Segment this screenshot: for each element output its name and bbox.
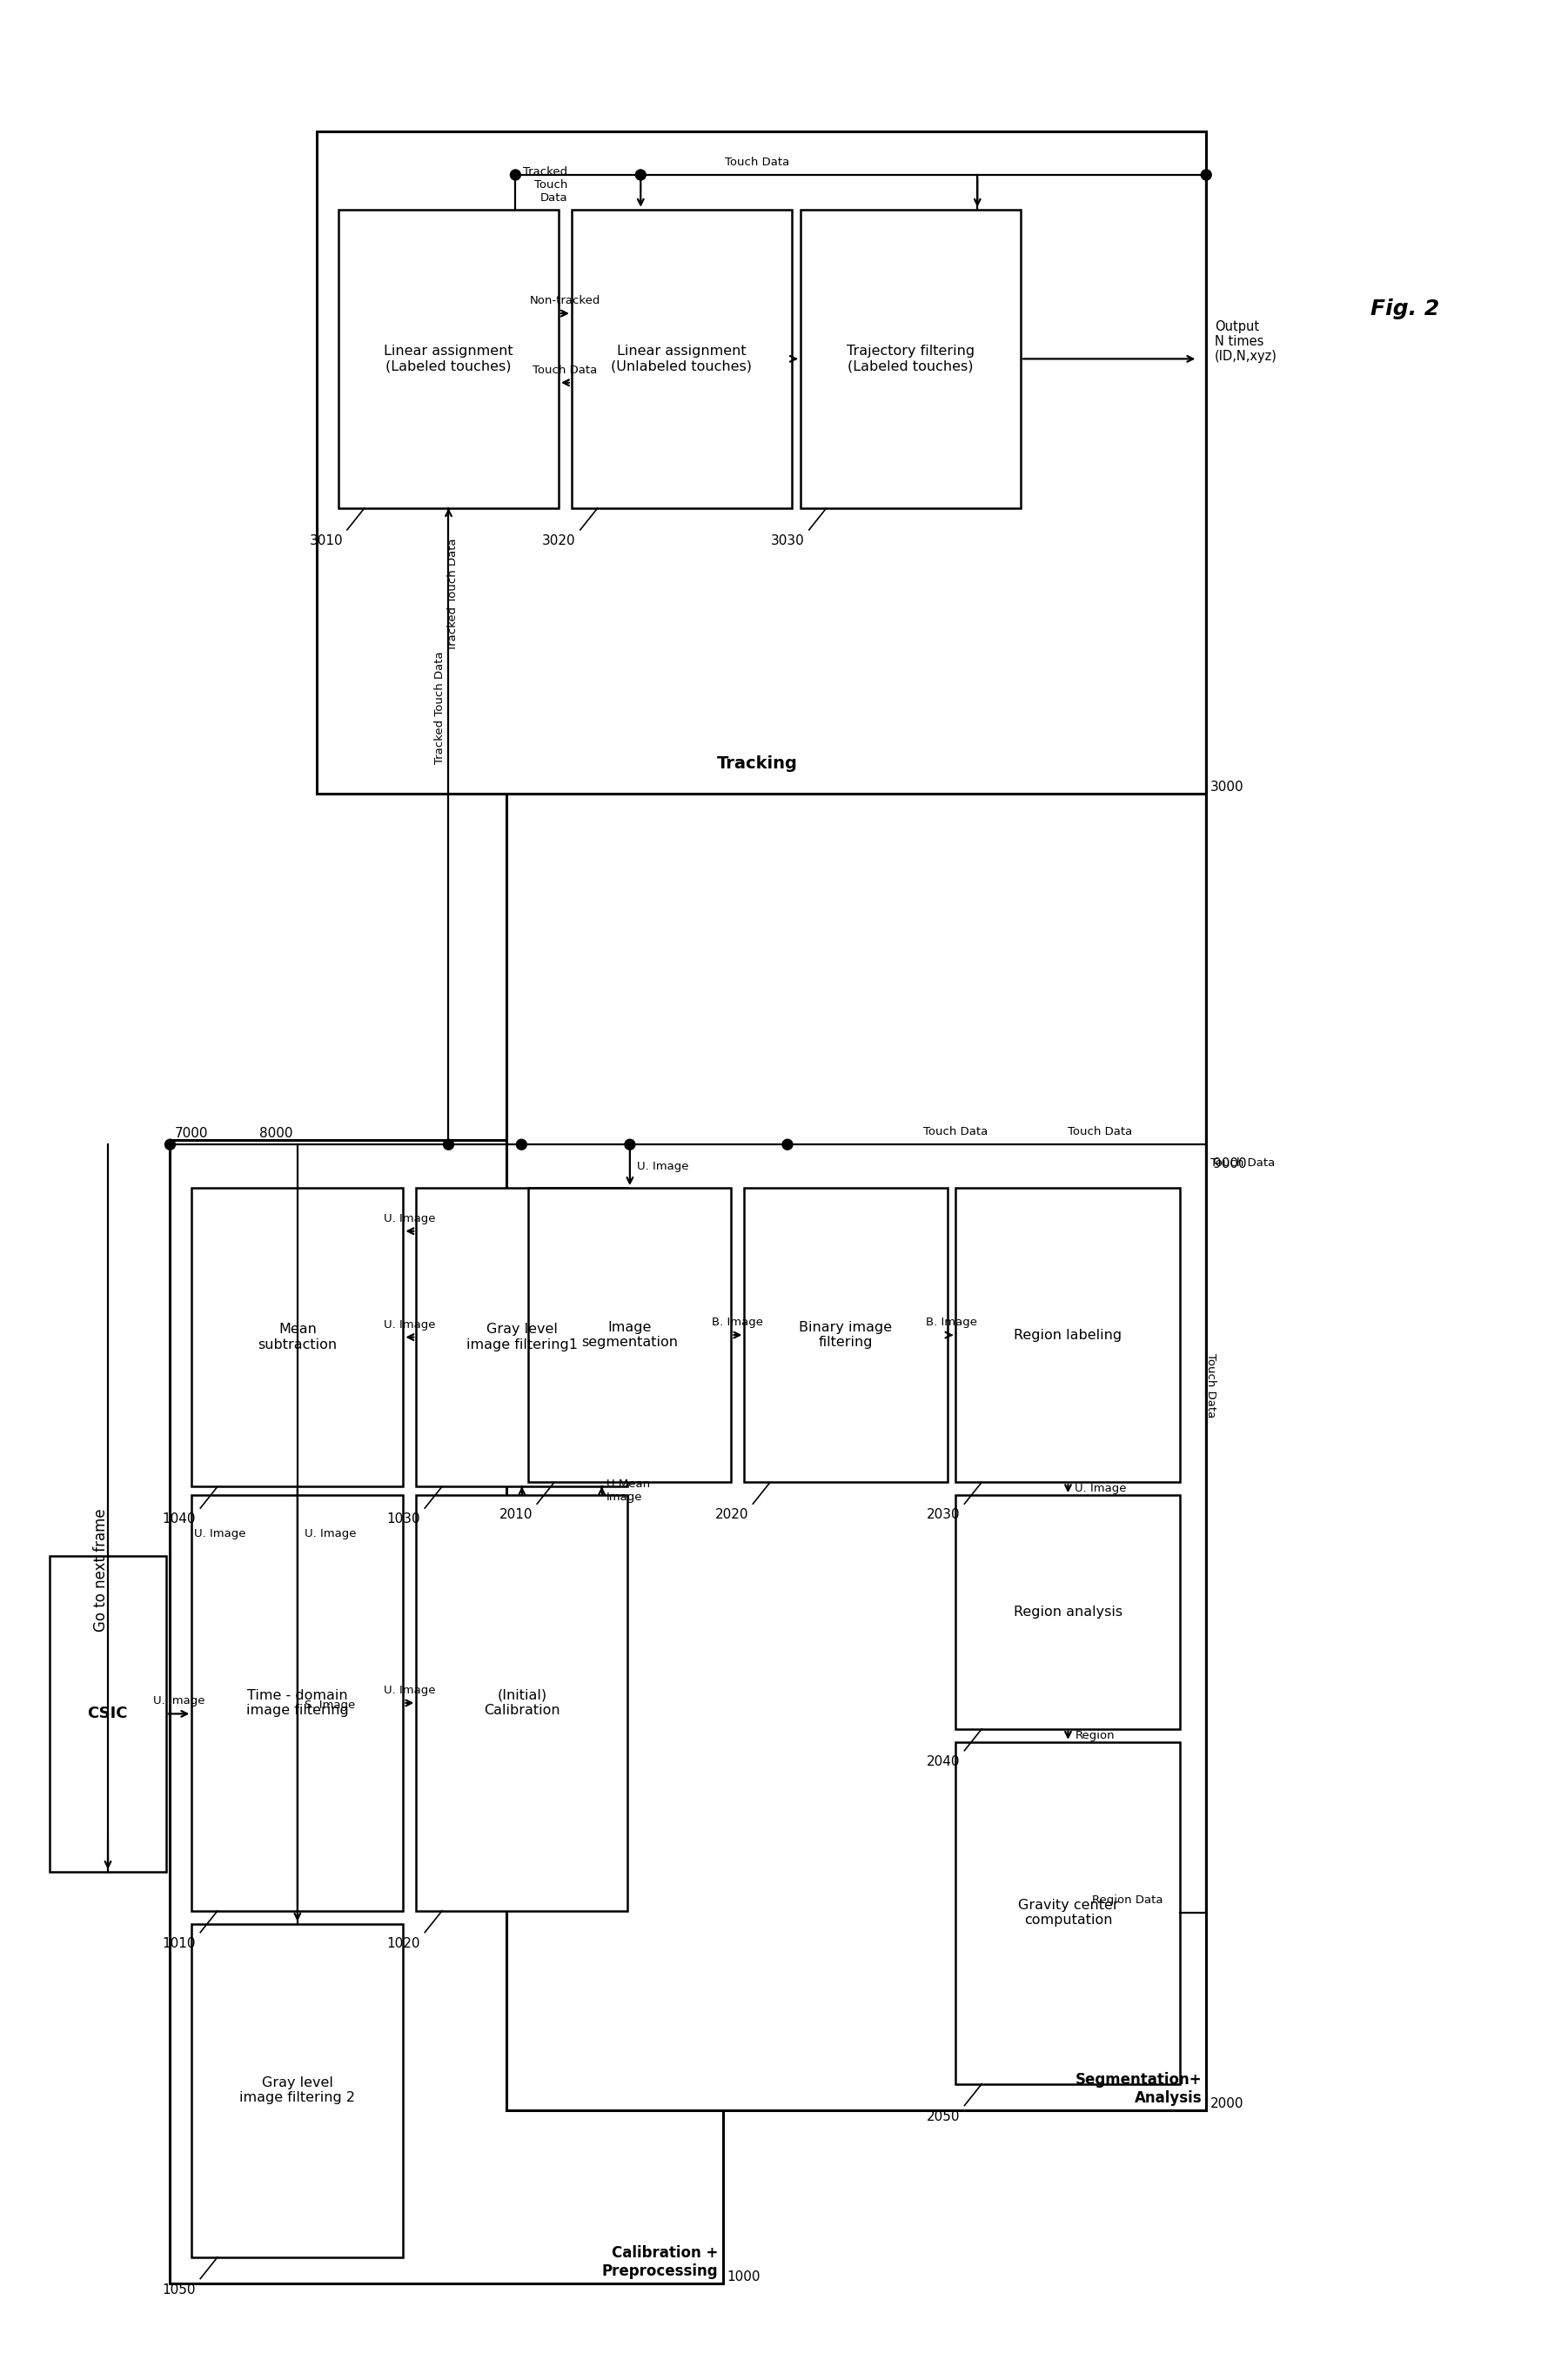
Bar xyxy=(169,1141,723,2284)
Text: 3030: 3030 xyxy=(771,535,804,547)
Text: Go to next frame: Go to next frame xyxy=(93,1508,108,1631)
Text: U. Image: U. Image xyxy=(152,1695,204,1707)
Bar xyxy=(416,1188,627,1486)
Text: 7000: 7000 xyxy=(174,1127,209,1141)
Text: B. Image: B. Image xyxy=(925,1316,977,1328)
Text: Region: Region xyxy=(1076,1730,1115,1742)
Text: 1020: 1020 xyxy=(387,1936,420,1950)
Text: 3000: 3000 xyxy=(1210,781,1243,793)
Text: Gravity center
computation: Gravity center computation xyxy=(1018,1898,1118,1927)
Text: 2050: 2050 xyxy=(927,2109,960,2123)
Text: 2020: 2020 xyxy=(715,1508,748,1522)
Circle shape xyxy=(782,1139,793,1150)
Circle shape xyxy=(444,1139,453,1150)
Text: Non-tracked: Non-tracked xyxy=(530,296,601,305)
Text: 1050: 1050 xyxy=(163,2284,196,2296)
Bar xyxy=(317,133,1206,793)
Text: U. Image: U. Image xyxy=(637,1160,688,1172)
Text: U. Image: U. Image xyxy=(384,1212,436,1224)
Circle shape xyxy=(635,170,646,180)
Text: Touch Data: Touch Data xyxy=(1210,1157,1275,1169)
Text: Linear assignment
(Labeled touches): Linear assignment (Labeled touches) xyxy=(384,346,513,374)
Bar xyxy=(745,1188,947,1482)
Text: Image
segmentation: Image segmentation xyxy=(582,1321,679,1349)
Bar xyxy=(956,1188,1181,1482)
Bar xyxy=(956,1742,1181,2083)
Text: 2000: 2000 xyxy=(1210,2097,1243,2109)
Bar xyxy=(191,1924,403,2258)
Text: 2040: 2040 xyxy=(927,1754,960,1768)
Text: Output
N times
(ID,N,xyz): Output N times (ID,N,xyz) xyxy=(1215,320,1278,362)
Text: 1040: 1040 xyxy=(163,1513,196,1527)
Text: Touch Data: Touch Data xyxy=(1068,1127,1132,1139)
Text: 3020: 3020 xyxy=(543,535,575,547)
Text: 8000: 8000 xyxy=(260,1127,293,1141)
Text: 1030: 1030 xyxy=(387,1513,420,1527)
Text: 2010: 2010 xyxy=(499,1508,533,1522)
Text: 3010: 3010 xyxy=(309,535,343,547)
Circle shape xyxy=(516,1139,527,1150)
Text: Touch Data: Touch Data xyxy=(924,1127,988,1139)
Text: 9000: 9000 xyxy=(1214,1157,1247,1172)
Bar xyxy=(506,786,1206,2109)
Text: Tracked
Touch
Data: Tracked Touch Data xyxy=(522,166,568,204)
Bar xyxy=(528,1188,731,1482)
Text: Tracking: Tracking xyxy=(717,755,798,772)
Text: 1010: 1010 xyxy=(163,1936,196,1950)
Text: Trajectory filtering
(Labeled touches): Trajectory filtering (Labeled touches) xyxy=(847,346,974,374)
Circle shape xyxy=(1201,170,1212,180)
Text: U. Image: U. Image xyxy=(304,1529,356,1541)
Text: Touch Data: Touch Data xyxy=(1204,1354,1217,1418)
Circle shape xyxy=(165,1139,176,1150)
Circle shape xyxy=(624,1139,635,1150)
Text: Calibration +
Preprocessing: Calibration + Preprocessing xyxy=(602,2244,718,2279)
Text: (Initial)
Calibration: (Initial) Calibration xyxy=(485,1690,560,1716)
Text: B. Image: B. Image xyxy=(712,1316,764,1328)
Text: S. Image: S. Image xyxy=(304,1700,354,1711)
Text: U. Image: U. Image xyxy=(384,1318,436,1330)
Circle shape xyxy=(510,170,521,180)
Text: 1000: 1000 xyxy=(728,2270,760,2284)
Text: Tracked Touch Data: Tracked Touch Data xyxy=(434,651,445,765)
Text: Time - domain
image filtering: Time - domain image filtering xyxy=(246,1690,348,1716)
Bar xyxy=(191,1188,403,1486)
Bar xyxy=(416,1496,627,1910)
Text: Gray level
image filtering1: Gray level image filtering1 xyxy=(466,1323,577,1352)
Text: Touch Data: Touch Data xyxy=(724,156,790,168)
Text: Linear assignment
(Unlabeled touches): Linear assignment (Unlabeled touches) xyxy=(612,346,753,374)
Text: 2030: 2030 xyxy=(927,1508,960,1522)
Bar xyxy=(800,211,1021,509)
Bar xyxy=(191,1496,403,1910)
Text: U. Image: U. Image xyxy=(384,1685,436,1697)
Text: Binary image
filtering: Binary image filtering xyxy=(800,1321,892,1349)
Text: CSIC: CSIC xyxy=(88,1707,127,1721)
Text: Touch Data: Touch Data xyxy=(533,365,597,376)
Bar xyxy=(572,211,792,509)
Bar xyxy=(339,211,558,509)
Text: Segmentation+
Analysis: Segmentation+ Analysis xyxy=(1076,2071,1203,2107)
Text: Tracked Touch Data: Tracked Touch Data xyxy=(447,537,458,651)
Text: Region analysis: Region analysis xyxy=(1013,1605,1123,1619)
Text: U Mean
Image: U Mean Image xyxy=(607,1479,649,1503)
Bar xyxy=(49,1555,166,1872)
Text: U. Image: U. Image xyxy=(1076,1484,1127,1494)
Bar xyxy=(956,1496,1181,1728)
Text: Fig. 2: Fig. 2 xyxy=(1370,298,1439,320)
Text: U. Image: U. Image xyxy=(194,1529,246,1541)
Text: Mean
subtraction: Mean subtraction xyxy=(257,1323,337,1352)
Text: Region labeling: Region labeling xyxy=(1014,1328,1123,1342)
Text: Gray level
image filtering 2: Gray level image filtering 2 xyxy=(240,2076,356,2104)
Text: Region Data: Region Data xyxy=(1093,1894,1163,1905)
